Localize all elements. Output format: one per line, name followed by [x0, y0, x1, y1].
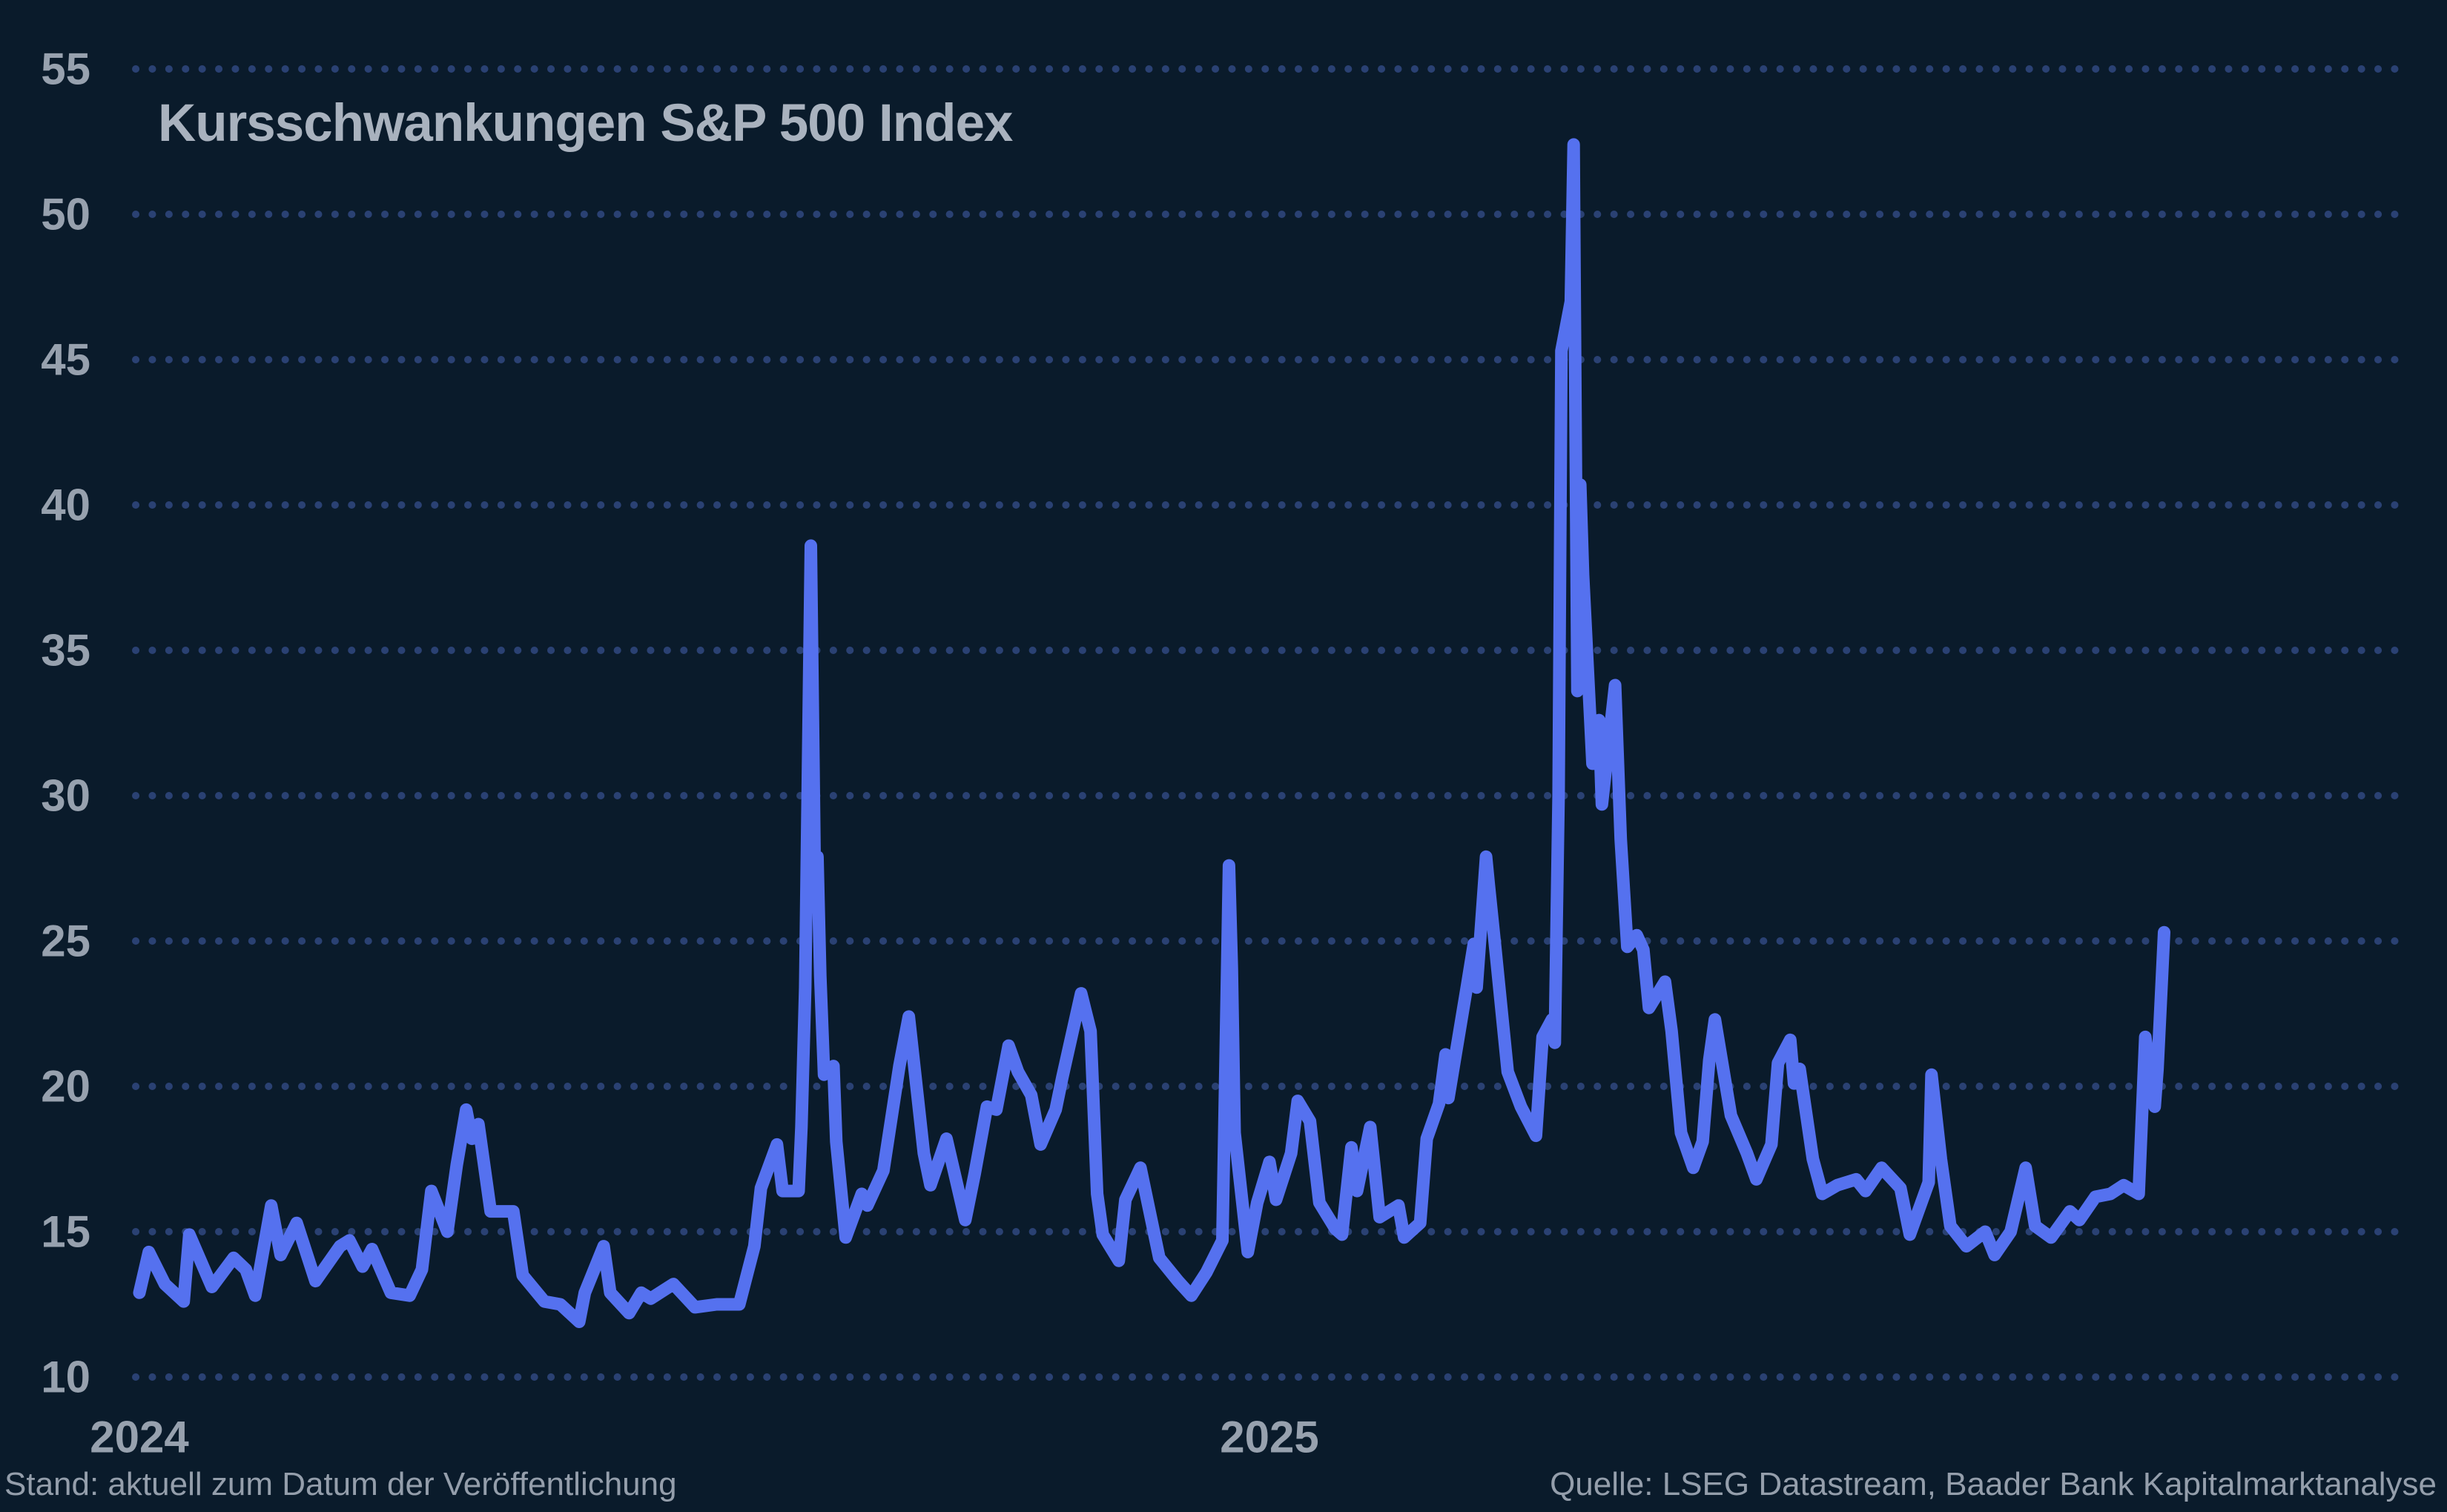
y-axis-tick-label: 35: [41, 626, 90, 676]
x-axis-tick-label: 2024: [90, 1413, 189, 1462]
x-axis-tick-label: 2025: [1220, 1413, 1318, 1462]
source-note: Quelle: LSEG Datastream, Baader Bank Kap…: [1550, 1466, 2437, 1502]
y-axis-tick-label: 10: [41, 1353, 90, 1402]
y-axis-tick-label: 55: [41, 44, 90, 94]
y-axis-tick-label: 20: [41, 1062, 90, 1112]
y-axis-tick-label: 15: [41, 1207, 90, 1257]
page-title: Kursschwankungen S&P 500 Index: [158, 94, 1013, 153]
status-note: Stand: aktuell zum Datum der Veröffentli…: [4, 1466, 677, 1502]
y-axis-tick-label: 25: [41, 917, 90, 966]
volatility-line-series: [133, 138, 2170, 1328]
y-axis-tick-label: 30: [41, 771, 90, 821]
y-axis-tick-label: 45: [41, 335, 90, 385]
y-axis-tick-label: 50: [41, 190, 90, 240]
y-axis-tick-label: 40: [41, 481, 90, 530]
